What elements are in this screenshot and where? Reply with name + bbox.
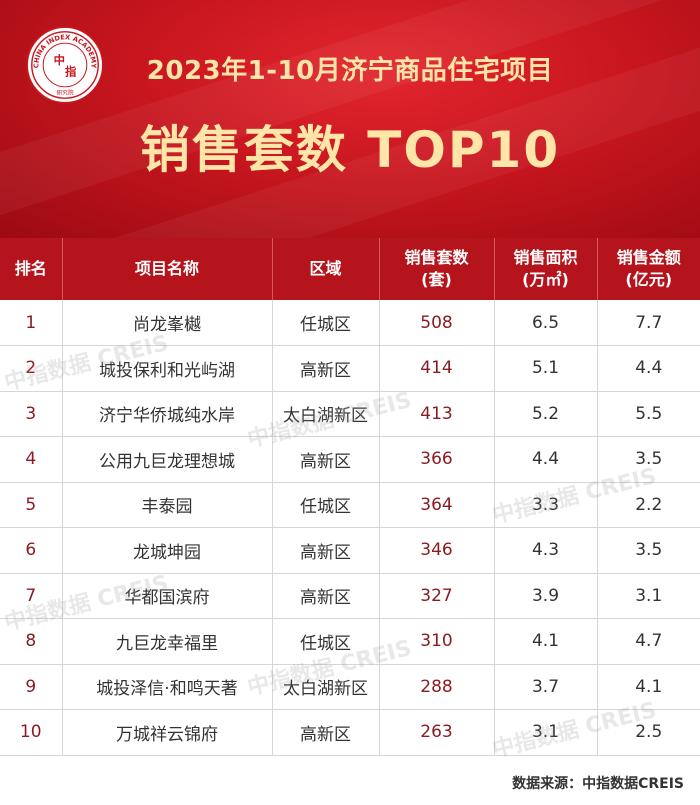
units-cell: 310 (378, 618, 494, 665)
rank-cell: 8 (0, 618, 62, 665)
units-cell: 288 (378, 664, 494, 710)
area-cell: 3.7 (493, 664, 597, 710)
area-cell: 6.5 (493, 300, 597, 346)
col-area-header: 销售面积 (万㎡) (493, 238, 597, 300)
china-index-academy-logo: CHINA INDEX ACADEMY 中 指 研究院 (26, 26, 104, 104)
column-unit: (套) (421, 270, 452, 289)
column-label: 销售金额 (616, 248, 681, 267)
rank-cell: 9 (0, 664, 62, 710)
table-row: 4 公用九巨龙理想城 高新区 366 4.4 3.5 (0, 436, 700, 483)
district-cell: 任城区 (271, 300, 379, 346)
column-label: 区域 (309, 259, 342, 278)
amount-cell: 3.5 (596, 436, 700, 483)
area-cell: 3.9 (493, 573, 597, 619)
project-name-cell: 济宁华侨城纯水岸 (61, 391, 272, 437)
district-cell: 高新区 (271, 527, 379, 574)
project-name-cell: 丰泰园 (61, 482, 272, 528)
area-cell: 5.1 (493, 345, 597, 392)
col-amount-header: 销售金额 (亿元) (596, 238, 700, 300)
title-line1: 2023年1-10月济宁商品住宅项目 (146, 56, 554, 86)
project-name-cell: 城投泽信·和鸣天著 (61, 664, 272, 710)
area-cell: 3.1 (493, 709, 597, 756)
table-row: 1 尚龙峯樾 任城区 508 6.5 7.7 (0, 300, 700, 346)
district-cell: 任城区 (271, 482, 379, 528)
column-label: 排名 (14, 259, 47, 278)
district-cell: 高新区 (271, 709, 379, 756)
table-row: 10 万城祥云锦府 高新区 263 3.1 2.5 (0, 709, 700, 756)
rank-cell: 3 (0, 391, 62, 437)
amount-cell: 4.4 (596, 345, 700, 392)
column-label: 销售面积 (513, 248, 578, 267)
rank-cell: 2 (0, 345, 62, 392)
column-unit: (万㎡) (522, 270, 569, 289)
units-cell: 346 (378, 527, 494, 574)
amount-cell: 2.2 (596, 482, 700, 528)
amount-cell: 2.5 (596, 709, 700, 756)
amount-cell: 5.5 (596, 391, 700, 437)
table-row: 8 九巨龙幸福里 任城区 310 4.1 4.7 (0, 618, 700, 665)
table-row: 3 济宁华侨城纯水岸 太白湖新区 413 5.2 5.5 (0, 391, 700, 437)
col-district-header: 区域 (271, 238, 379, 300)
rank-cell: 4 (0, 436, 62, 483)
district-cell: 任城区 (271, 618, 379, 665)
ranking-table: 排名 项目名称 区域 销售套数 (套) 销售面积 (万㎡) 销售金额 (亿元) 1 尚龙峯樾 任城区… (0, 238, 700, 756)
district-cell: 高新区 (271, 345, 379, 392)
rank-cell: 6 (0, 527, 62, 574)
amount-cell: 7.7 (596, 300, 700, 346)
units-cell: 366 (378, 436, 494, 483)
rank-cell: 7 (0, 573, 62, 619)
units-cell: 508 (378, 300, 494, 346)
project-name-cell: 万城祥云锦府 (61, 709, 272, 756)
header-banner: CHINA INDEX ACADEMY 中 指 研究院 2023年1-10月济宁… (0, 0, 700, 238)
table-row: 9 城投泽信·和鸣天著 太白湖新区 288 3.7 4.1 (0, 664, 700, 710)
district-cell: 太白湖新区 (271, 664, 379, 710)
rank-cell: 1 (0, 300, 62, 346)
units-cell: 263 (378, 709, 494, 756)
amount-cell: 3.5 (596, 527, 700, 574)
col-units-header: 销售套数 (套) (378, 238, 494, 300)
units-cell: 414 (378, 345, 494, 392)
area-cell: 4.1 (493, 618, 597, 665)
units-cell: 327 (378, 573, 494, 619)
table-row: 5 丰泰园 任城区 364 3.3 2.2 (0, 482, 700, 528)
project-name-cell: 公用九巨龙理想城 (61, 436, 272, 483)
units-cell: 364 (378, 482, 494, 528)
area-cell: 4.4 (493, 436, 597, 483)
district-cell: 高新区 (271, 436, 379, 483)
table-header-row: 排名 项目名称 区域 销售套数 (套) 销售面积 (万㎡) 销售金额 (亿元) (0, 238, 700, 300)
logo-center-top: 中 (54, 53, 65, 67)
amount-cell: 3.1 (596, 573, 700, 619)
table-row: 7 华都国滨府 高新区 327 3.9 3.1 (0, 573, 700, 619)
project-name-cell: 城投保利和光屿湖 (61, 345, 272, 392)
district-cell: 太白湖新区 (271, 391, 379, 437)
project-name-cell: 龙城坤园 (61, 527, 272, 574)
col-rank-header: 排名 (0, 238, 62, 300)
column-label: 销售套数 (404, 248, 469, 267)
logo-bottom-text: 研究院 (56, 88, 73, 96)
area-cell: 4.3 (493, 527, 597, 574)
table-row: 2 城投保利和光屿湖 高新区 414 5.1 4.4 (0, 345, 700, 392)
area-cell: 3.3 (493, 482, 597, 528)
column-label: 项目名称 (134, 259, 199, 278)
district-cell: 高新区 (271, 573, 379, 619)
title-line2: 销售套数 TOP10 (139, 121, 561, 179)
units-cell: 413 (378, 391, 494, 437)
rank-cell: 5 (0, 482, 62, 528)
logo-center-bottom: 指 (65, 64, 77, 78)
rank-cell: 10 (0, 709, 62, 756)
data-source: 数据来源：中指数据CREIS (512, 776, 684, 792)
table-row: 6 龙城坤园 高新区 346 4.3 3.5 (0, 527, 700, 574)
project-name-cell: 九巨龙幸福里 (61, 618, 272, 665)
area-cell: 5.2 (493, 391, 597, 437)
amount-cell: 4.7 (596, 618, 700, 665)
col-name-header: 项目名称 (61, 238, 272, 300)
project-name-cell: 尚龙峯樾 (61, 300, 272, 346)
project-name-cell: 华都国滨府 (61, 573, 272, 619)
column-unit: (亿元) (625, 270, 673, 289)
amount-cell: 4.1 (596, 664, 700, 710)
